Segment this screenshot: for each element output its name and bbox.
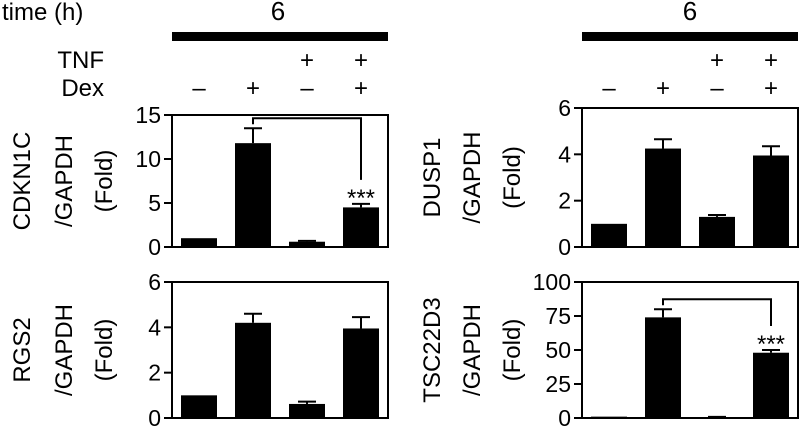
tnf-sign: + bbox=[354, 47, 368, 74]
time-bar-right bbox=[582, 32, 798, 41]
y-tick-label: 0 bbox=[148, 405, 161, 430]
bar bbox=[753, 352, 789, 418]
y-tick-label: 4 bbox=[148, 314, 161, 340]
y-axis-label: (Fold) bbox=[91, 150, 118, 213]
tnf-sign: + bbox=[764, 47, 778, 74]
plot-frame bbox=[171, 114, 389, 248]
y-tick-label: 0 bbox=[148, 234, 161, 260]
y-axis-label: RGS2 bbox=[9, 317, 36, 382]
bar bbox=[753, 155, 789, 247]
time-label: time (h) bbox=[2, 0, 83, 26]
dex-sign: + bbox=[354, 75, 368, 102]
y-axis-label: /GAPDH bbox=[51, 304, 78, 396]
dex-sign: – bbox=[710, 75, 724, 102]
plot-frame bbox=[581, 107, 799, 248]
y-tick-label: 2 bbox=[148, 360, 161, 386]
y-axis-label: TSC22D3 bbox=[419, 297, 446, 402]
tnf-label: TNF bbox=[57, 47, 104, 74]
bar bbox=[235, 143, 271, 247]
dex-sign: + bbox=[246, 75, 260, 102]
y-tick-label: 6 bbox=[558, 95, 571, 121]
chart-panel: 0 25 50 75 100 TSC22D3/GAPDH (Fold) *** bbox=[419, 269, 799, 430]
condition-signs: + +– + – ++ +– + – + bbox=[192, 47, 778, 102]
dex-sign: – bbox=[300, 75, 314, 102]
y-axis-label: (Fold) bbox=[499, 146, 526, 209]
bar bbox=[591, 223, 627, 247]
dex-label: Dex bbox=[61, 75, 104, 102]
y-tick-label: 0 bbox=[558, 405, 571, 430]
y-tick-label: 4 bbox=[558, 141, 571, 167]
bar bbox=[699, 216, 735, 247]
tnf-sign: + bbox=[710, 47, 724, 74]
y-tick-label: 2 bbox=[558, 188, 571, 214]
y-axis-label: /GAPDH bbox=[459, 304, 486, 396]
significance-bracket bbox=[662, 298, 772, 326]
chart-panel: 0 2 4 6 DUSP1/GAPDH (Fold) bbox=[419, 95, 799, 260]
dex-sign: + bbox=[656, 75, 670, 102]
dex-sign: – bbox=[192, 75, 206, 102]
bar bbox=[343, 328, 379, 418]
significance-bracket bbox=[252, 117, 362, 180]
tnf-sign: + bbox=[300, 47, 314, 74]
y-axis-label: CDKN1C bbox=[9, 132, 36, 231]
chart-panel: 0 5 10 15 CDKN1C/GAPDH (Fold) *** bbox=[9, 102, 389, 260]
y-axis-label: (Fold) bbox=[499, 319, 526, 382]
y-tick-label: 15 bbox=[135, 102, 161, 128]
plot-frame bbox=[171, 281, 389, 419]
y-axis-label: /GAPDH bbox=[459, 131, 486, 223]
y-tick-label: 6 bbox=[148, 269, 161, 295]
y-tick-label: 100 bbox=[533, 269, 571, 295]
bar bbox=[181, 238, 217, 247]
bar bbox=[181, 395, 217, 418]
y-tick-label: 25 bbox=[545, 371, 571, 397]
bar bbox=[591, 416, 627, 418]
time-value-right: 6 bbox=[683, 0, 697, 26]
y-tick-label: 50 bbox=[545, 337, 571, 363]
y-axis-label: /GAPDH bbox=[51, 135, 78, 227]
dex-sign: + bbox=[764, 75, 778, 102]
y-tick-label: 75 bbox=[545, 303, 571, 329]
y-tick-label: 0 bbox=[558, 234, 571, 260]
time-bar-left bbox=[172, 32, 388, 41]
chart-panels: 0 5 10 15 CDKN1C/GAPDH (Fold) *** 0 2 4 6 DUSP1/GAP… bbox=[9, 95, 799, 430]
y-tick-label: 10 bbox=[135, 146, 161, 172]
chart-panel: 0 2 4 6 RGS2/GAPDH (Fold) bbox=[9, 269, 389, 430]
bar bbox=[289, 241, 325, 247]
bar bbox=[289, 403, 325, 418]
dex-sign: – bbox=[602, 75, 616, 102]
y-axis-label: DUSP1 bbox=[419, 137, 446, 217]
significance-label: *** bbox=[757, 331, 785, 358]
significance-label: *** bbox=[347, 185, 375, 212]
bar bbox=[235, 322, 271, 418]
y-axis-label: (Fold) bbox=[91, 319, 118, 382]
bar bbox=[343, 207, 379, 247]
bar bbox=[645, 148, 681, 247]
bar bbox=[645, 317, 681, 418]
y-tick-label: 5 bbox=[148, 190, 161, 216]
time-value-left: 6 bbox=[271, 0, 285, 26]
